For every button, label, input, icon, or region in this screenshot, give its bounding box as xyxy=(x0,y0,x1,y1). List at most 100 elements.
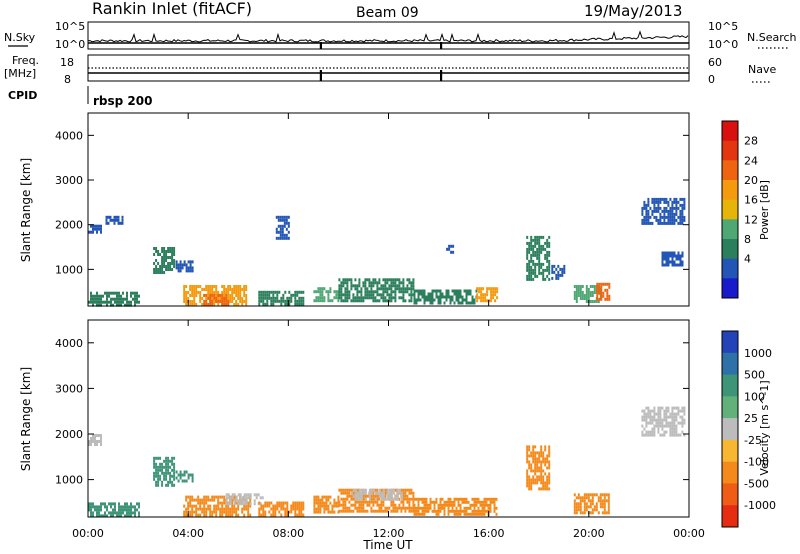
power-cell xyxy=(671,215,674,219)
power-cell xyxy=(155,271,158,274)
power-cell xyxy=(239,291,242,294)
power-cell xyxy=(227,291,230,294)
power-cell xyxy=(490,293,493,297)
velocity-cell xyxy=(153,459,156,463)
power-cell xyxy=(106,294,108,298)
velocity-cell xyxy=(300,507,303,511)
power-cell xyxy=(542,247,545,251)
power-cell xyxy=(102,300,104,304)
power-cell xyxy=(596,282,599,286)
velocity-cell xyxy=(530,451,533,455)
velocity-patch-10 xyxy=(413,497,498,516)
nave-tick-bottom: 0 xyxy=(708,73,715,86)
power-cell xyxy=(163,247,166,250)
power-cell xyxy=(581,297,584,300)
power-cell xyxy=(211,302,214,306)
velocity-patch-2 xyxy=(175,470,194,483)
power-cell xyxy=(538,241,541,245)
velocity-cell xyxy=(683,418,686,422)
velocity-cell xyxy=(417,512,420,516)
power-cell xyxy=(287,236,290,240)
velocity-cell xyxy=(526,454,529,458)
velocity-cell xyxy=(356,506,359,510)
power-cell xyxy=(492,290,495,294)
velocity-cell xyxy=(233,493,236,497)
power-cell xyxy=(296,293,299,297)
power-cell xyxy=(448,244,451,248)
power-cell xyxy=(205,288,208,291)
velocity-cell xyxy=(534,469,537,473)
velocity-cell xyxy=(581,496,584,500)
power-cell xyxy=(215,294,218,297)
power-cell xyxy=(679,212,682,216)
power-cell xyxy=(110,291,112,295)
power-cell xyxy=(317,296,320,300)
velocity-cell xyxy=(412,506,415,510)
power-cell xyxy=(205,299,208,303)
velocity-cell xyxy=(364,494,367,498)
velocity-cell xyxy=(247,504,250,508)
power-cell xyxy=(346,287,349,291)
velocity-cell xyxy=(534,451,537,455)
velocity-cell xyxy=(526,475,529,479)
velocity-cell xyxy=(161,468,164,472)
velocity-cell xyxy=(659,415,662,419)
velocity-cell xyxy=(390,500,393,504)
power-cell xyxy=(671,260,674,264)
velocity-cell xyxy=(338,500,341,504)
power-cell xyxy=(396,284,399,288)
nsky-frame xyxy=(87,21,690,50)
velocity-cell xyxy=(526,451,529,455)
power-cell xyxy=(608,282,611,286)
velocity-cell xyxy=(284,510,287,514)
power-cell xyxy=(110,303,112,307)
power-cell xyxy=(655,197,658,201)
velocity-cell xyxy=(227,513,230,517)
velocity-cell xyxy=(350,509,353,513)
velocity-cell xyxy=(239,493,242,497)
velocity-cell xyxy=(384,506,387,510)
velocity-cell xyxy=(183,473,186,477)
power-cell xyxy=(402,299,405,303)
power-patch-16 xyxy=(573,285,602,303)
velocity-cell xyxy=(227,502,230,506)
velocity-cell xyxy=(413,503,416,507)
power-cell xyxy=(108,294,110,298)
velocity-cell xyxy=(221,507,224,511)
power-cell xyxy=(380,293,383,297)
velocity-cell xyxy=(239,496,242,500)
velocity-cell xyxy=(453,509,456,513)
power-cell xyxy=(540,244,543,248)
velocity-cell xyxy=(408,491,411,495)
power-cell xyxy=(671,221,674,225)
power-cell xyxy=(340,293,343,297)
power-cell xyxy=(128,300,130,304)
velocity-cell xyxy=(372,491,375,495)
power-patch-1 xyxy=(105,215,124,225)
power-cell xyxy=(386,278,389,282)
power-cbar-tick-label-6: 4 xyxy=(744,253,751,266)
power-cell xyxy=(667,257,670,261)
power-cell xyxy=(169,256,172,259)
velocity-cell xyxy=(641,433,644,437)
velocity-cell xyxy=(532,478,535,482)
power-cell xyxy=(645,203,648,207)
velocity-cell xyxy=(235,507,238,511)
power-cell xyxy=(593,300,596,303)
velocity-cell xyxy=(278,504,281,508)
velocity-cell xyxy=(542,451,545,455)
power-cell xyxy=(402,281,405,285)
velocity-cell xyxy=(659,433,662,437)
power-cbar-swatch-2 xyxy=(722,160,738,181)
velocity-cell xyxy=(410,497,413,501)
velocity-cell xyxy=(534,463,537,467)
vel-cbar-tick-label-0: 1000 xyxy=(744,347,772,360)
velocity-cell xyxy=(241,510,244,514)
power-cell xyxy=(593,291,596,294)
velocity-cell xyxy=(439,506,442,510)
velocity-cell xyxy=(374,491,377,495)
beam-title: Beam 09 xyxy=(356,5,419,21)
power-cell xyxy=(548,259,551,263)
power-cell xyxy=(402,296,405,300)
power-cell xyxy=(109,218,112,222)
